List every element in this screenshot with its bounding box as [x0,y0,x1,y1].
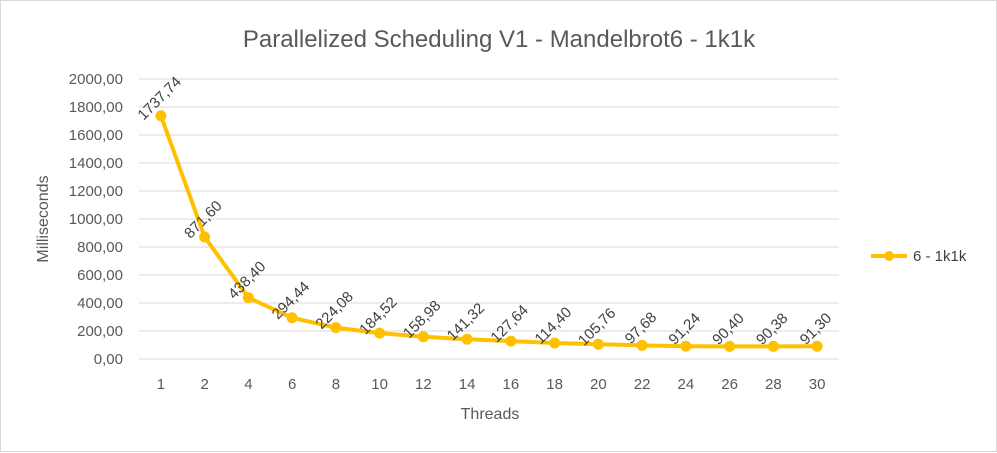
data-point [330,322,342,334]
x-tick-label: 26 [721,376,738,393]
x-tick-label: 1 [157,376,165,393]
chart-title: Parallelized Scheduling V1 - Mandelbrot6… [243,26,756,53]
x-tick-label: 22 [634,376,651,393]
x-tick-label: 14 [459,376,476,393]
x-axis-title: Threads [461,406,520,423]
x-axis-ticks: 1 2 4 6 8 10 12 14 16 18 20 22 24 26 28 30 [157,376,826,393]
x-tick-label: 28 [765,376,782,393]
x-tick-label: 2 [200,376,208,393]
y-tick-label: 1200,00 [69,183,123,200]
x-tick-label: 8 [332,376,340,393]
y-tick-label: 1600,00 [69,127,123,144]
data-point [549,337,561,349]
data-point [242,292,254,304]
data-point [811,340,823,352]
y-axis-title: Milliseconds [35,175,52,262]
y-tick-label: 0,00 [94,351,123,368]
data-point [592,338,604,350]
x-tick-label: 18 [546,376,563,393]
y-tick-label: 1000,00 [69,211,123,228]
x-tick-label: 4 [244,376,252,393]
data-point [417,331,429,343]
x-tick-label: 20 [590,376,607,393]
y-tick-label: 2000,00 [69,71,123,88]
x-tick-label: 6 [288,376,296,393]
y-tick-label: 600,00 [77,267,123,284]
data-point [680,340,692,352]
x-tick-label: 24 [678,376,695,393]
legend: 6 - 1k1k [871,248,967,265]
x-tick-label: 16 [503,376,520,393]
data-point [636,339,648,351]
data-point [461,333,473,345]
data-point [155,110,167,122]
data-point [374,327,386,339]
y-tick-label: 400,00 [77,295,123,312]
x-tick-label: 30 [809,376,826,393]
y-tick-label: 800,00 [77,239,123,256]
data-point [199,231,211,243]
data-point [505,335,517,347]
series-line [158,115,818,349]
x-tick-label: 12 [415,376,432,393]
y-tick-label: 200,00 [77,323,123,340]
data-point [767,340,779,352]
legend-marker [884,251,894,261]
y-axis-ticks: 0,00 200,00 400,00 600,00 800,00 1000,00 1200,… [69,71,123,368]
series-group [155,110,823,352]
data-point [724,340,736,352]
x-tick-label: 10 [371,376,388,393]
data-point [286,312,298,324]
y-tick-label: 1800,00 [69,99,123,116]
y-tick-label: 1400,00 [69,155,123,172]
legend-series-label: 6 - 1k1k [913,248,967,265]
